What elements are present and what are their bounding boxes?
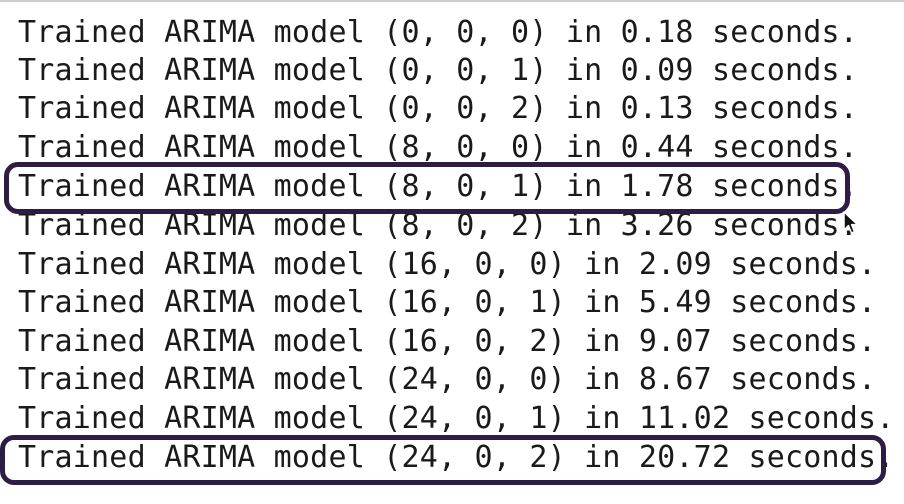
mouse-pointer-icon — [843, 211, 859, 234]
console-line: Trained ARIMA model (24, 0, 1) in 11.02 … — [18, 401, 895, 436]
console-line: Trained ARIMA model (16, 0, 2) in 9.07 s… — [18, 324, 877, 359]
console-line: Trained ARIMA model (16, 0, 1) in 5.49 s… — [18, 285, 877, 320]
console-line: Trained ARIMA model (0, 0, 1) in 0.09 se… — [18, 53, 859, 88]
console-line: Trained ARIMA model (0, 0, 2) in 0.13 se… — [18, 91, 859, 126]
console-line-highlighted: Trained ARIMA model (24, 0, 2) in 20.72 … — [18, 440, 895, 475]
console-line: Trained ARIMA model (8, 0, 0) in 0.44 se… — [18, 130, 859, 165]
console-line: Trained ARIMA model (24, 0, 0) in 8.67 s… — [18, 362, 877, 397]
console-line: Trained ARIMA model (8, 0, 2) in 3.26 se… — [18, 208, 859, 243]
console-line: Trained ARIMA model (16, 0, 0) in 2.09 s… — [18, 247, 877, 282]
console-line: Trained ARIMA model (0, 0, 0) in 0.18 se… — [18, 15, 859, 50]
top-border — [0, 0, 904, 2]
console-line-highlighted: Trained ARIMA model (8, 0, 1) in 1.78 se… — [18, 169, 859, 204]
